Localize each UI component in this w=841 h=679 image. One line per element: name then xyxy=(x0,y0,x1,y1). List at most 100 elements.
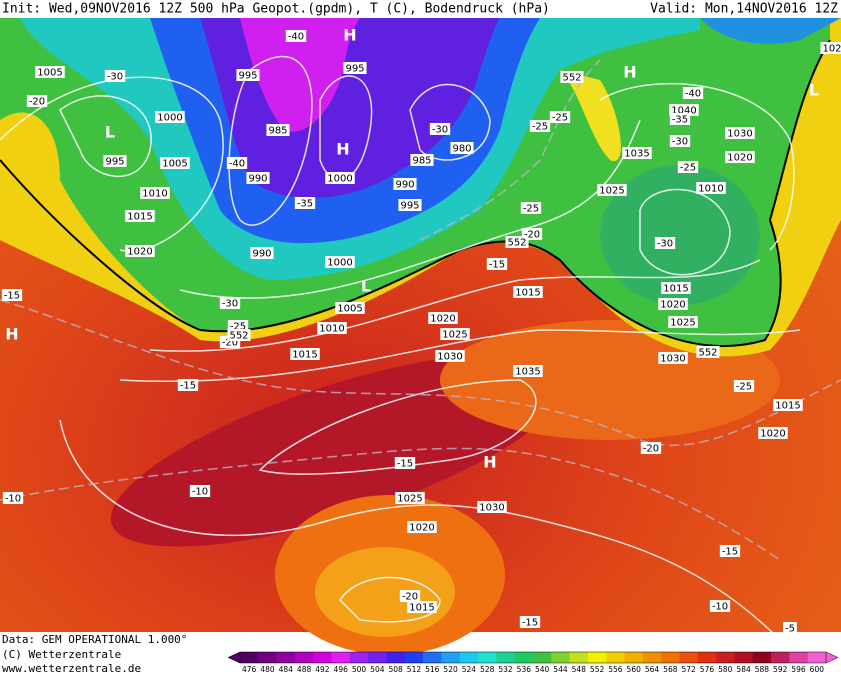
legend-label: 476 xyxy=(242,665,257,674)
legend-swatch xyxy=(349,652,369,663)
isobar xyxy=(59,419,781,641)
legend-label: 580 xyxy=(718,665,733,674)
pressure-label: 980 xyxy=(452,144,471,155)
pressure-label-box xyxy=(597,184,627,196)
legend-label: 552 xyxy=(590,665,605,674)
pressure-label-box xyxy=(658,298,688,310)
pressure-label: 1015 xyxy=(409,603,434,614)
temperature-label-box xyxy=(189,485,211,497)
pressure-label-box xyxy=(317,322,347,334)
legend-swatch xyxy=(294,652,314,663)
legend-swatch xyxy=(789,652,808,663)
footer-data: Data: GEM OPERATIONAL 1.000° xyxy=(2,633,187,646)
pressure-label: 1015 xyxy=(292,350,317,361)
geopotential-label-box xyxy=(505,236,529,248)
temperature-label-box xyxy=(719,545,741,557)
pressure-label: 995 xyxy=(400,201,419,212)
pressure-label: 1015 xyxy=(775,401,800,412)
cold-core xyxy=(600,165,760,305)
pressure-label-box xyxy=(250,247,274,259)
pressure-label: 1025 xyxy=(397,494,422,505)
pressure-label-box xyxy=(35,66,65,78)
pressure-label: 1025 xyxy=(670,318,695,329)
pressure-label: 102 xyxy=(822,44,841,55)
pressure-label-box xyxy=(160,157,190,169)
pressure-label-box xyxy=(661,282,691,294)
temperature-label-box xyxy=(394,457,416,469)
temperature-label: -10 xyxy=(5,494,21,505)
legend-arrow-left xyxy=(227,651,241,664)
pressure-label: 1005 xyxy=(162,159,187,170)
pressure-label-box xyxy=(325,256,355,268)
legend-label: 516 xyxy=(425,665,440,674)
map xyxy=(0,18,841,655)
yellow-tongue xyxy=(560,70,621,162)
pressure-label-box xyxy=(513,365,543,377)
isobar xyxy=(639,188,731,276)
temperature-label-box xyxy=(294,197,316,209)
legend-label: 588 xyxy=(755,665,770,674)
pressure-label: 1020 xyxy=(430,314,455,325)
legend-swatch xyxy=(587,652,607,663)
legend-label: 568 xyxy=(663,665,678,674)
temperature-label-box xyxy=(709,600,731,612)
isobar xyxy=(228,55,313,226)
pressure-label-box xyxy=(477,501,507,513)
legend-swatch xyxy=(258,652,277,663)
isobar xyxy=(149,259,761,352)
temperature-label: -25 xyxy=(552,113,568,124)
legend-swatch xyxy=(496,652,515,663)
temperature-label: -15 xyxy=(522,618,538,629)
pressure-label: 1015 xyxy=(515,288,540,299)
geopotential-label: 552 xyxy=(562,73,581,84)
legend-label: 592 xyxy=(773,665,788,674)
pressure-label: 990 xyxy=(395,180,414,191)
legend-label: 548 xyxy=(572,665,587,674)
isobar xyxy=(258,379,537,475)
temperature-label-box xyxy=(104,70,126,82)
pressure-label: 995 xyxy=(105,157,124,168)
temperature-label: -30 xyxy=(657,239,673,250)
pressure-label: 1015 xyxy=(127,212,152,223)
pressure-label: 985 xyxy=(268,126,287,137)
geopotential-label-box xyxy=(696,346,720,358)
temperature-label: -20 xyxy=(29,97,45,108)
pressure-label: 990 xyxy=(248,174,267,185)
legend-swatch xyxy=(606,652,625,663)
pressure-label: 1020 xyxy=(760,429,785,440)
pressure-label: 1015 xyxy=(663,284,688,295)
temperature-label: -25 xyxy=(532,122,548,133)
pressure-label: 1030 xyxy=(479,503,504,514)
legend-label: 544 xyxy=(553,665,568,674)
temperature-label-box xyxy=(677,161,699,173)
legend-swatch xyxy=(240,652,259,663)
temperature-label-box xyxy=(26,95,48,107)
pressure-label-box xyxy=(140,187,170,199)
temperature-label: -20 xyxy=(402,592,418,603)
temperature-label-box xyxy=(1,289,23,301)
geopotential-label-box xyxy=(560,71,584,83)
pressure-label: 1000 xyxy=(327,258,352,269)
pressure-label: 1020 xyxy=(660,300,685,311)
pressure-label: 1020 xyxy=(409,523,434,534)
legend-swatch xyxy=(478,652,497,663)
pressure-label: 1010 xyxy=(142,189,167,200)
pressure-center: H xyxy=(5,325,18,344)
temperature-label-box xyxy=(219,297,241,309)
isotherm xyxy=(0,447,781,561)
geopotential-label: 552 xyxy=(698,348,717,359)
temperature-label: -20 xyxy=(643,444,659,455)
legend-label: 492 xyxy=(315,665,330,674)
geopotential-label: 552 xyxy=(507,238,526,249)
pressure-label-box xyxy=(407,521,437,533)
pressure-label: 1030 xyxy=(437,352,462,363)
temperature-label-box xyxy=(529,120,551,132)
legend-label: 564 xyxy=(645,665,660,674)
pressure-label-box xyxy=(725,151,755,163)
legend-label: 596 xyxy=(791,665,806,674)
legend-label: 496 xyxy=(334,665,349,674)
legend-label: 576 xyxy=(700,665,715,674)
pressure-label-box xyxy=(820,42,841,54)
legend-swatch xyxy=(313,652,332,663)
